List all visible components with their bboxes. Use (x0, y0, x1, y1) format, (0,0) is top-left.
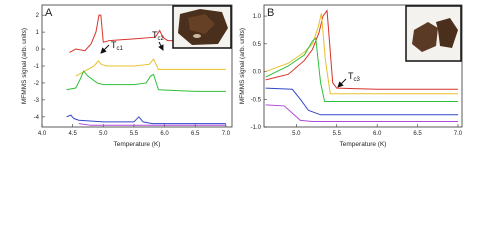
y-tick-label: 0 (36, 47, 40, 53)
figure: 4.0 4.5 5.0 5.5 6.0 6.5 7.0 -4 -3 -2 -1 0 1 2 Temperat… (21, 4, 463, 148)
x-tick-label: 7.0 (454, 131, 463, 137)
annotation-arrow (337, 78, 347, 88)
data-line (265, 87, 458, 116)
annotation-text: T (111, 40, 117, 50)
x-tick-label: 5.5 (333, 131, 342, 137)
y-axis-label: MFMMS signal (arb. units) (239, 28, 246, 104)
x-tick-label: 7.0 (222, 131, 231, 137)
data-line (66, 114, 226, 125)
annotation-sub: c3 (354, 77, 361, 83)
annotation-sub: c1 (117, 46, 124, 52)
x-tick-label: 5.0 (292, 131, 301, 137)
x-tick-label: 5.5 (130, 131, 139, 137)
x-tick-label: 6.0 (373, 131, 382, 137)
annotation: Tc2 (152, 30, 165, 42)
annotation-sub: c2 (158, 36, 165, 42)
data-line (265, 37, 458, 102)
y-tick-label: -4 (34, 115, 40, 121)
data-line (75, 58, 226, 77)
annotation-text: T (152, 30, 158, 40)
annotation-arrow (100, 44, 110, 54)
panel-label: A (45, 7, 53, 19)
y-tick-label: -1.0 (251, 125, 262, 131)
x-tick-label: 4.0 (38, 131, 47, 137)
y-tick-label: 0.0 (253, 70, 262, 76)
inset-photo-a (172, 5, 232, 49)
x-tick-label: 6.5 (191, 131, 200, 137)
y-axis-label: MFMMS signal (arb. units) (21, 28, 28, 104)
data-line (265, 9, 458, 90)
data-line (66, 70, 226, 92)
inset-photo-b (405, 5, 462, 62)
x-tick-label: 4.5 (68, 131, 77, 137)
data-line (265, 104, 458, 122)
x-axis-label: Temperature (K) (114, 141, 161, 148)
y-tick-label: -3 (34, 98, 40, 104)
x-tick-label: 6.0 (160, 131, 169, 137)
annotation-arrow (158, 41, 164, 51)
y-tick-label: -0.5 (251, 97, 262, 103)
y-tick-label: -1 (34, 64, 40, 70)
x-tick-label: 5.0 (99, 131, 108, 137)
annotation: Tc3 (348, 71, 361, 83)
y-tick-label: 0.5 (253, 42, 262, 48)
annotation: Tc1 (111, 40, 124, 52)
x-axis-label: Temperature (K) (340, 141, 387, 148)
data-line (69, 14, 226, 53)
y-tick-label: 2 (36, 13, 40, 19)
data-line (78, 123, 226, 126)
y-tick-label: 1.0 (253, 14, 262, 20)
x-tick-label: 6.5 (413, 131, 422, 137)
panel-label: B (267, 7, 274, 19)
data-line (265, 13, 458, 95)
y-tick-label: -2 (34, 81, 40, 87)
y-tick-label: 1 (36, 30, 40, 36)
annotation-text: T (348, 71, 354, 81)
